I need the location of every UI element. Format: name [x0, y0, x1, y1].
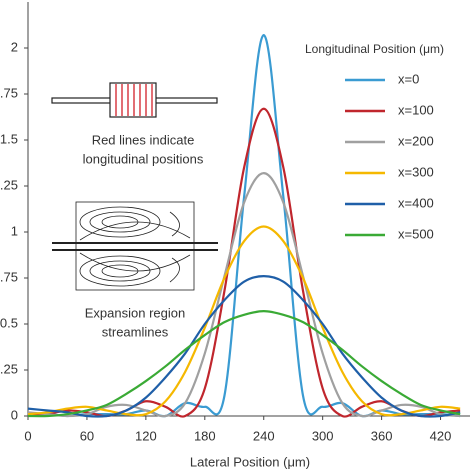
x-tick-label: 420 [430, 428, 452, 443]
y-tick-label: 0.25 [0, 361, 18, 376]
annotation: Red lines indicate [92, 132, 195, 147]
x-tick-label: 180 [194, 428, 216, 443]
y-tick-label: 1 [11, 223, 18, 238]
line-series [27, 275, 461, 418]
y-tick-label: 0.5 [0, 315, 18, 330]
legend-label: x=500 [398, 226, 434, 241]
line-series [27, 225, 461, 417]
legend-label: x=300 [398, 164, 434, 179]
y-tick-label: 1.5 [0, 131, 18, 146]
line-series [27, 310, 461, 418]
annotation: longitudinal positions [83, 151, 204, 166]
line-series [27, 34, 461, 418]
x-axis-label: Lateral Position (μm) [190, 454, 310, 469]
x-tick-label: 300 [312, 428, 334, 443]
legend-label: x=200 [398, 133, 434, 148]
x-tick-label: 360 [371, 428, 393, 443]
y-tick-label: 1.25 [0, 177, 18, 192]
line-series [27, 172, 461, 418]
x-tick-label: 0 [24, 428, 31, 443]
legend-label: x=0 [398, 71, 419, 86]
y-tick-label: 0.75 [0, 269, 18, 284]
channel-schematic [51, 82, 218, 118]
annotation: Expansion region [85, 305, 185, 320]
legend-label: x=100 [398, 102, 434, 117]
x-tick-label: 60 [80, 428, 94, 443]
y-tick-label: 1.75 [0, 85, 18, 100]
legend-title: Longitudinal Position (μm) [305, 42, 444, 56]
streamline-schematic [52, 201, 218, 291]
annotation: streamlines [102, 324, 169, 339]
x-tick-label: 240 [253, 428, 275, 443]
x-tick-label: 120 [135, 428, 157, 443]
legend-label: x=400 [398, 195, 434, 210]
y-tick-label: 0 [11, 407, 18, 422]
y-tick-label: 2 [11, 39, 18, 54]
